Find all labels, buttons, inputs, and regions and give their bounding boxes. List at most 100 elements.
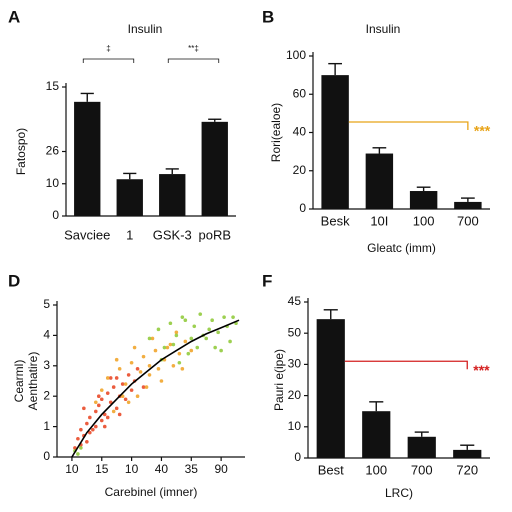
- scatter-point: [162, 345, 167, 350]
- y-tick-label: 50: [288, 325, 302, 339]
- scatter-point: [99, 418, 104, 423]
- scatter-point: [123, 397, 128, 402]
- panel-letter: A: [8, 7, 20, 26]
- scatter-point: [204, 336, 209, 341]
- x-tick-label: 10: [65, 462, 79, 476]
- scatter-point: [79, 446, 83, 450]
- scatter-point: [108, 400, 113, 405]
- scatter-point: [93, 424, 98, 429]
- scatter-point: [102, 424, 107, 429]
- scatter-point: [114, 376, 119, 380]
- scatter-point: [111, 385, 116, 389]
- bar: [365, 153, 394, 209]
- scatter-point: [183, 318, 188, 323]
- x-tick-label: 90: [214, 462, 228, 476]
- scatter-point: [129, 360, 134, 365]
- x-tick-label: Best: [318, 462, 344, 477]
- y-tick-label: 20: [288, 388, 302, 402]
- panel-letter: F: [262, 271, 272, 290]
- y-axis-label: Aenthatire): [26, 352, 40, 411]
- scatter-point: [147, 336, 152, 341]
- scatter-point: [126, 400, 131, 405]
- bracket-label: **‡: [188, 44, 199, 53]
- bracket-label: ‡: [106, 44, 110, 53]
- scatter-point: [132, 345, 137, 350]
- scatter-point: [147, 373, 152, 377]
- scatter-point: [99, 388, 104, 392]
- x-tick-label: 40: [155, 462, 169, 476]
- bar: [454, 201, 482, 209]
- x-axis-label: Gleatc (imm): [367, 241, 436, 255]
- x-axis-label: LRC): [385, 486, 413, 500]
- x-tick-label: 1: [126, 227, 133, 242]
- bar: [201, 121, 228, 216]
- x-tick-label: 100: [365, 462, 387, 477]
- scatter-point: [120, 394, 125, 399]
- scatter-point: [156, 367, 161, 371]
- bar: [316, 319, 345, 458]
- y-axis-label: Rori(ealoe): [269, 103, 283, 162]
- y-tick-label: 45: [288, 294, 302, 308]
- x-tick-label: 100: [413, 213, 435, 228]
- scatter-point: [79, 427, 83, 432]
- scatter-point: [114, 406, 119, 411]
- scatter-point: [174, 330, 179, 335]
- scatter-point: [177, 351, 182, 356]
- scatter-point: [228, 339, 232, 344]
- x-tick-label: 15: [95, 462, 109, 476]
- y-axis-label: Fatospo): [14, 128, 28, 175]
- scatter-point: [85, 421, 89, 426]
- y-tick-label: 60: [293, 86, 307, 100]
- scatter-point: [114, 357, 119, 362]
- scatter-point: [91, 427, 95, 432]
- x-tick-label: 10I: [370, 213, 388, 228]
- x-tick-label: Savciee: [64, 227, 110, 242]
- scatter-point: [150, 336, 155, 341]
- y-tick-label: 10: [288, 419, 302, 433]
- x-tick-label: poRB: [198, 227, 231, 242]
- scatter-point: [88, 415, 92, 420]
- scatter-point: [156, 327, 161, 332]
- scatter-point: [192, 324, 197, 329]
- scatter-point: [198, 312, 203, 316]
- bar: [116, 179, 143, 216]
- scatter-point: [123, 382, 128, 386]
- scatter-point: [138, 370, 143, 374]
- bar: [407, 436, 436, 458]
- significance-label: ***: [474, 123, 491, 139]
- y-tick-label: 3: [43, 358, 50, 372]
- y-tick-label: 4: [43, 328, 50, 342]
- scatter-point: [135, 394, 140, 399]
- scatter-point: [102, 412, 107, 417]
- scatter-point: [108, 376, 113, 380]
- bar: [409, 191, 438, 209]
- scatter-point: [126, 373, 131, 377]
- scatter-point: [153, 348, 158, 353]
- scatter-point: [219, 348, 223, 353]
- scatter-point: [177, 360, 182, 365]
- scatter-point: [99, 397, 104, 402]
- panel-title: Insulin: [366, 22, 401, 36]
- scatter-point: [168, 342, 173, 347]
- y-tick-label: 20: [293, 163, 307, 177]
- scatter-point: [210, 318, 214, 323]
- scatter-point: [76, 436, 80, 441]
- fit-curve: [71, 319, 240, 458]
- scatter-point: [141, 385, 146, 389]
- scatter-point: [141, 354, 146, 359]
- scatter-point: [96, 394, 101, 399]
- y-tick-label: 26: [46, 144, 60, 158]
- scatter-point: [88, 430, 92, 435]
- scatter-point: [186, 351, 191, 356]
- scatter-point: [93, 409, 98, 414]
- scatter-point: [216, 330, 220, 335]
- y-tick-label: 0: [294, 450, 301, 464]
- scatter-point: [117, 367, 122, 371]
- scatter-point: [180, 315, 185, 319]
- x-tick-label: 720: [456, 462, 478, 477]
- scatter-point: [183, 339, 188, 344]
- y-tick-label: 0: [43, 449, 50, 463]
- scatter-point: [76, 452, 80, 456]
- y-tick-label: 30: [288, 357, 302, 371]
